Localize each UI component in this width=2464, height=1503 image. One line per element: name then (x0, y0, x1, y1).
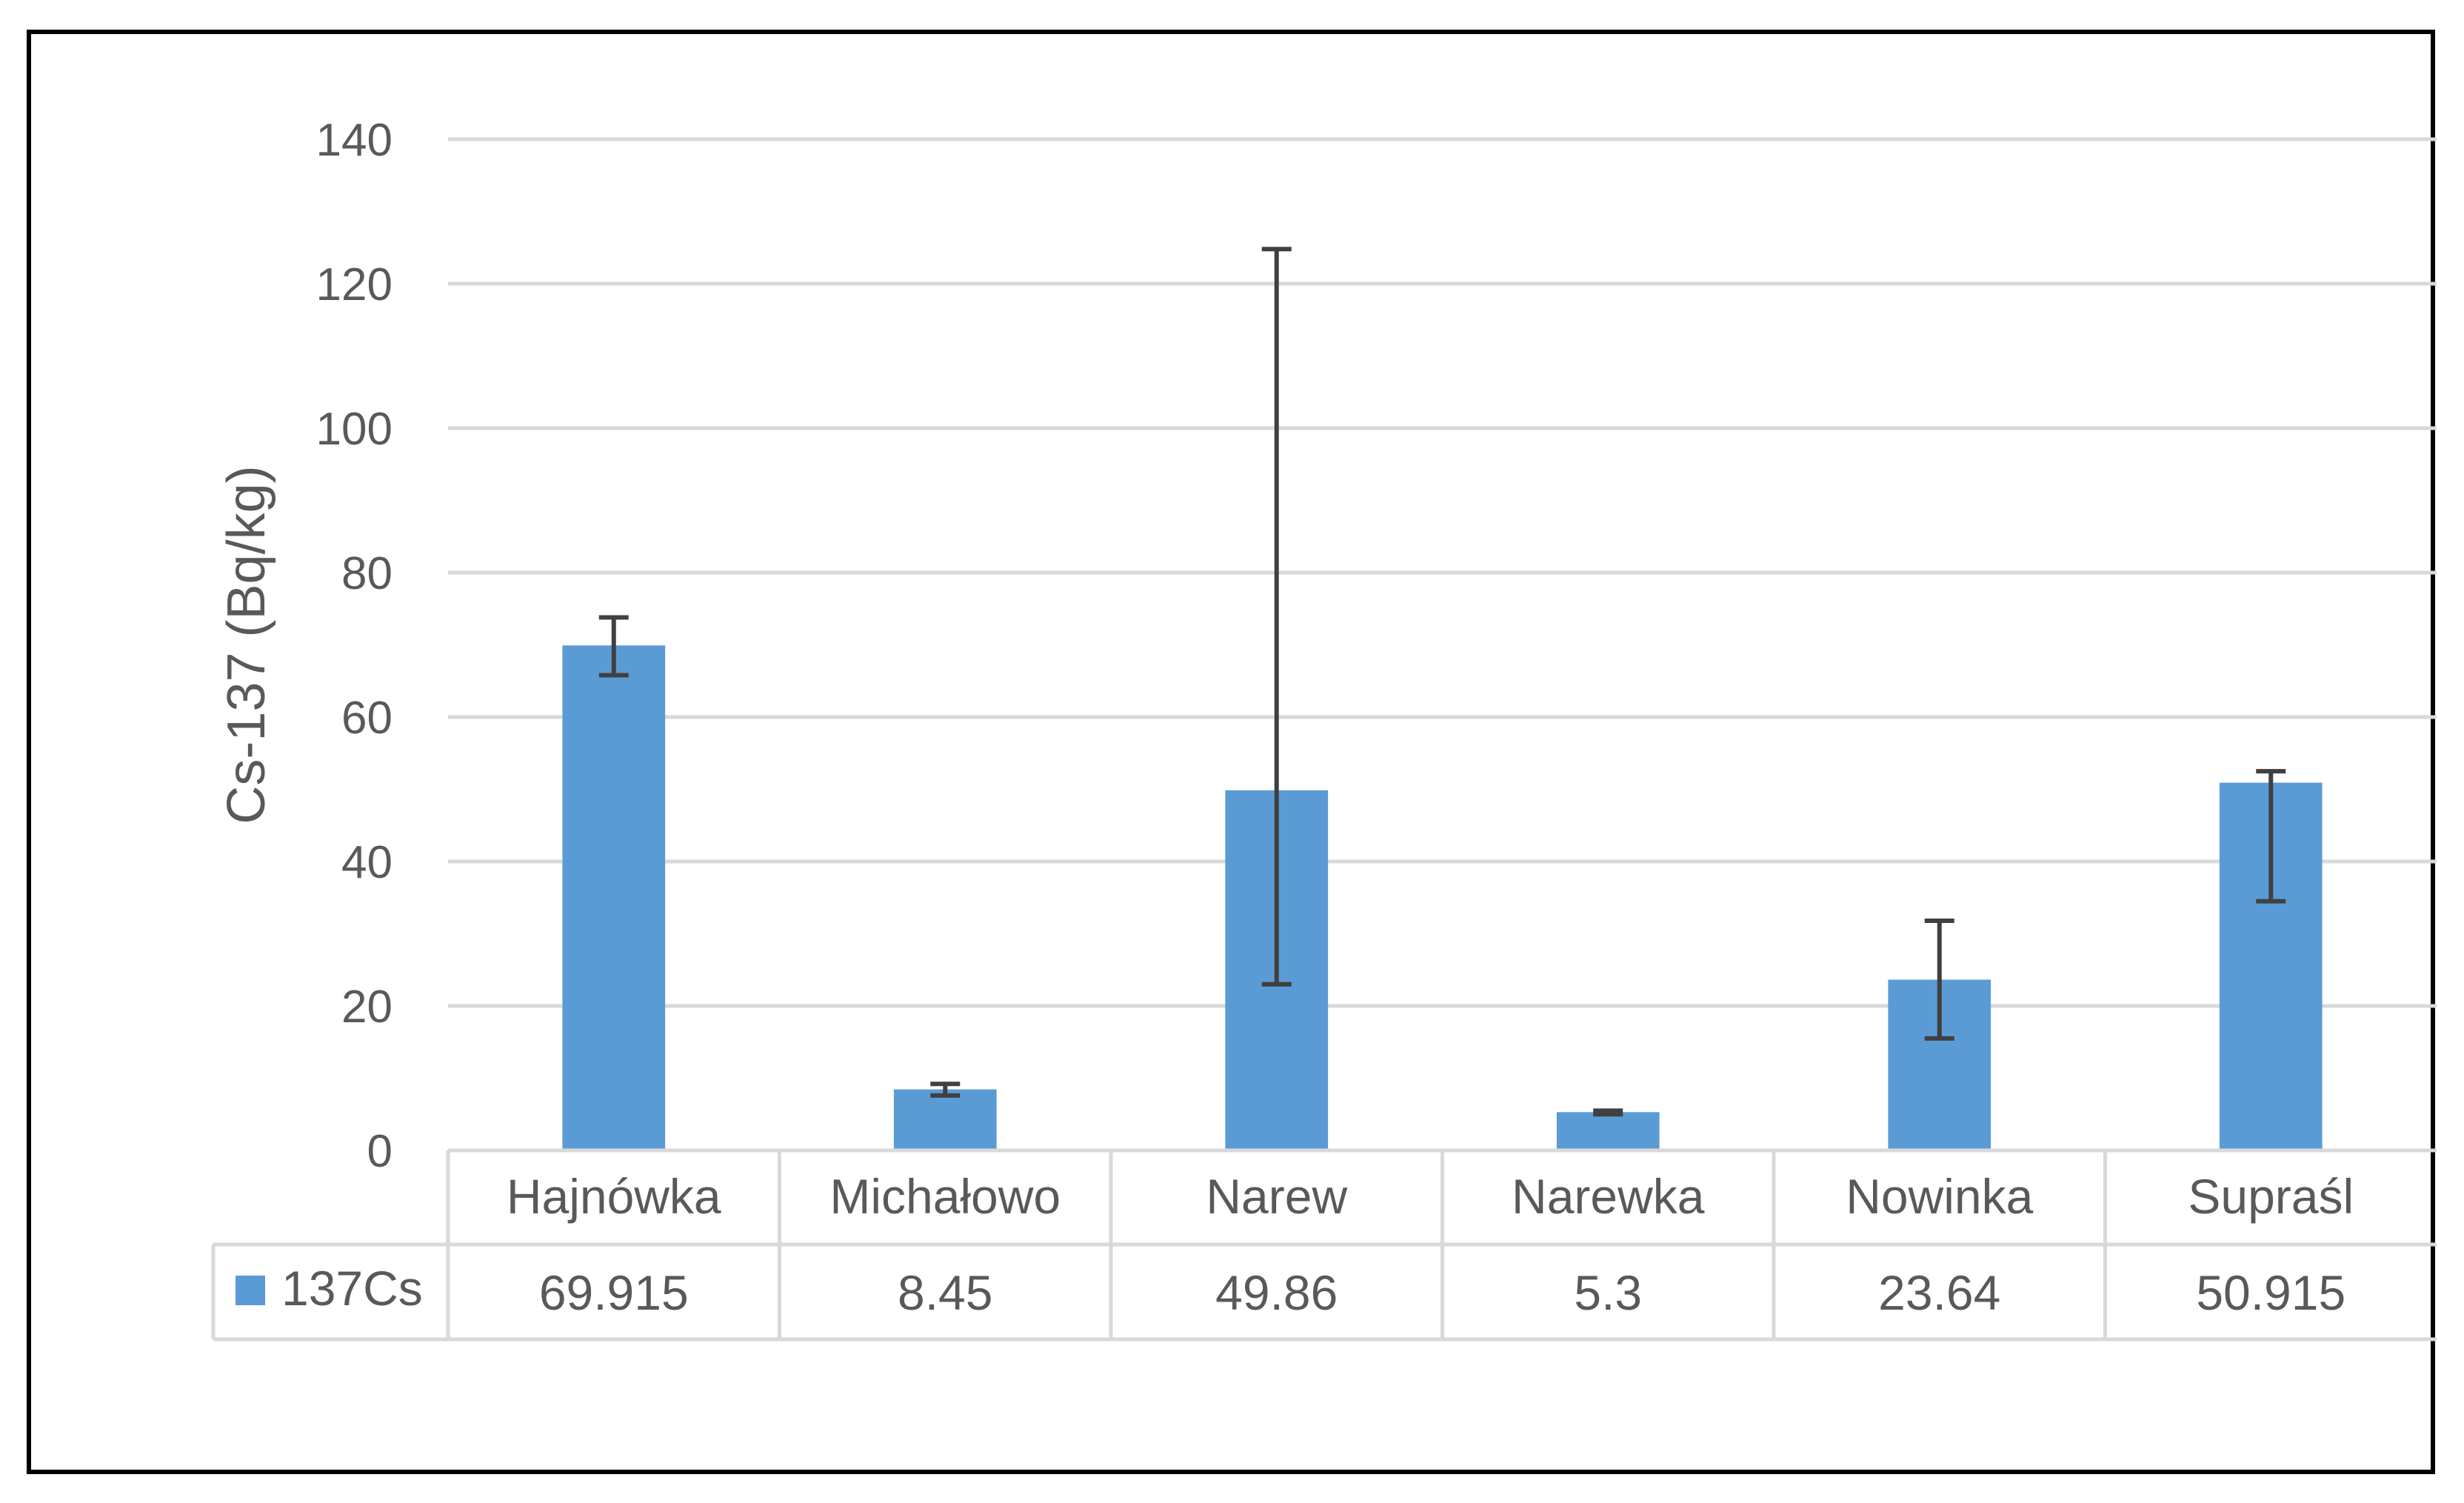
x-category-label: Narewka (1512, 1169, 1705, 1224)
x-category-label: Michałowo (829, 1169, 1061, 1224)
y-tick-label: 60 (341, 693, 393, 744)
data-label: 50.915 (2196, 1265, 2346, 1320)
x-category-label: Supraśl (2188, 1169, 2354, 1224)
error-bar (1261, 247, 1292, 987)
legend-label: 137Cs (281, 1261, 423, 1316)
bars (562, 645, 2323, 1150)
bar (562, 645, 666, 1150)
error-bars (598, 247, 2286, 1117)
y-axis-label: Cs-137 (Bq/kg) (217, 465, 276, 824)
y-tick-labels: 0 20 40 60 80 100 120 140 (316, 115, 393, 1177)
data-label: 23.64 (1878, 1265, 2000, 1320)
error-bar (930, 1082, 961, 1098)
error-bar (2256, 769, 2286, 904)
y-tick-label: 80 (341, 548, 393, 599)
data-label: 8.45 (898, 1265, 992, 1320)
gridlines (448, 137, 2437, 1153)
y-tick-label: 0 (367, 1126, 393, 1177)
x-category-label: Hajnówka (507, 1169, 721, 1224)
x-category-label: Narew (1206, 1169, 1347, 1224)
y-tick-label: 100 (316, 404, 393, 455)
x-category-label: Nowinka (1846, 1169, 2033, 1224)
data-label: 5.3 (1574, 1265, 1642, 1320)
chart-frame (27, 30, 2435, 1474)
data-table: Hajnówka Michałowo Narew Narewka Nowinka Supr… (211, 1148, 2437, 1342)
data-label: 69.915 (539, 1265, 689, 1320)
y-tick-label: 40 (341, 837, 393, 888)
y-tick-label: 140 (316, 115, 393, 166)
error-bar (1924, 918, 1954, 1041)
error-bar (598, 615, 629, 678)
error-bar (1593, 1108, 1623, 1117)
bar (893, 1089, 997, 1150)
y-tick-label: 120 (316, 259, 393, 310)
legend-swatch (236, 1276, 265, 1305)
data-label: 49.86 (1215, 1265, 1338, 1320)
y-tick-label: 20 (341, 982, 393, 1033)
bar (1556, 1112, 1660, 1150)
